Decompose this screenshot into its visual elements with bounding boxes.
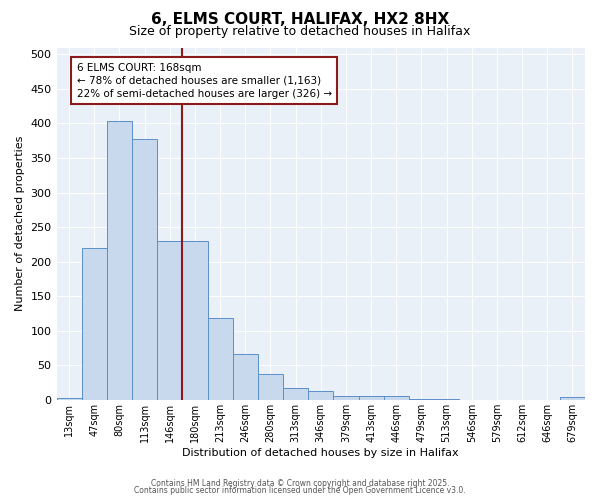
Bar [56,398,82,400]
Text: Size of property relative to detached houses in Halifax: Size of property relative to detached ho… [130,25,470,38]
Bar [334,396,359,400]
Bar [409,399,434,400]
X-axis label: Distribution of detached houses by size in Halifax: Distribution of detached houses by size … [182,448,459,458]
Bar [182,241,208,400]
Bar [308,391,334,400]
Bar [283,388,308,400]
Bar [560,397,585,400]
Text: 6, ELMS COURT, HALIFAX, HX2 8HX: 6, ELMS COURT, HALIFAX, HX2 8HX [151,12,449,28]
Bar [383,396,409,400]
Bar [258,374,283,400]
Text: 6 ELMS COURT: 168sqm
← 78% of detached houses are smaller (1,163)
22% of semi-de: 6 ELMS COURT: 168sqm ← 78% of detached h… [77,62,332,99]
Text: Contains public sector information licensed under the Open Government Licence v3: Contains public sector information licen… [134,486,466,495]
Bar [82,248,107,400]
Bar [132,140,157,400]
Bar [233,354,258,400]
Bar [434,399,459,400]
Bar [359,396,383,400]
Bar [107,122,132,400]
Bar [157,241,182,400]
Y-axis label: Number of detached properties: Number of detached properties [15,136,25,312]
Bar [208,318,233,400]
Text: Contains HM Land Registry data © Crown copyright and database right 2025.: Contains HM Land Registry data © Crown c… [151,478,449,488]
